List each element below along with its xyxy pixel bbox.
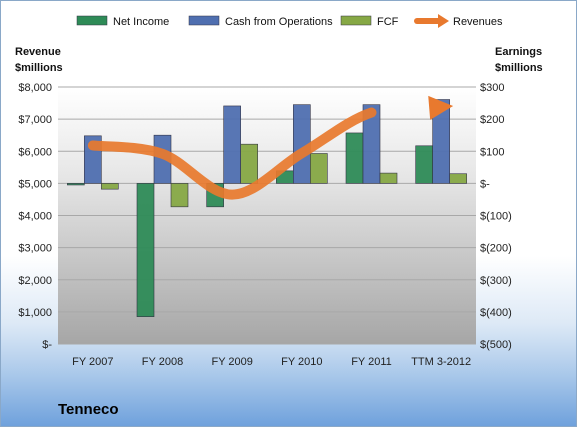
bar-net-income (136, 183, 155, 317)
bar-fcf (449, 173, 467, 184)
legend-swatch (340, 15, 372, 26)
x-tick-label: TTM 3-2012 (411, 356, 471, 368)
bar-cash-from-operations (362, 104, 381, 184)
right-tick-label: $200 (480, 114, 504, 126)
right-tick-label: $300 (480, 82, 504, 94)
legend-label: FCF (377, 16, 399, 28)
left-tick-label: $1,000 (18, 307, 52, 319)
left-tick-label: $7,000 (18, 114, 52, 126)
legend-label: Revenues (453, 16, 503, 28)
bar-fcf (170, 183, 189, 208)
right-tick-label: $- (480, 178, 490, 190)
right-tick-label: $100 (480, 146, 504, 158)
right-tick-label: $(100) (480, 211, 512, 223)
left-axis-title-1: Revenue (15, 46, 61, 58)
legend-label: Net Income (113, 16, 169, 28)
left-tick-label: $3,000 (18, 243, 52, 255)
left-tick-label: $8,000 (18, 82, 52, 94)
legend-label: Cash from Operations (225, 16, 333, 28)
right-tick-label: $(500) (480, 339, 512, 351)
bar-fcf (240, 143, 258, 184)
bar-net-income (67, 183, 85, 186)
bars (67, 99, 467, 317)
left-axis-title-2: $millions (15, 62, 63, 74)
tick-labels: $- $1,000 $2,000 $3,000 $4,000 $5,000 $6,000 $7… (18, 82, 511, 368)
bar-fcf (310, 153, 328, 184)
revenue-line (87, 95, 454, 200)
bar-cash-from-operations (432, 99, 450, 184)
company-name: Tenneco (58, 401, 119, 418)
left-tick-label: $- (42, 339, 52, 351)
left-tick-label: $4,000 (18, 211, 52, 223)
right-axis-title-1: Earnings (495, 46, 542, 58)
bar-net-income (415, 145, 433, 184)
bar-fcf (101, 183, 119, 190)
right-axis-title-2: $millions (495, 62, 543, 74)
legend: Net Income Cash from Operations FCF Revenue… (76, 14, 503, 28)
legend-swatch (76, 15, 108, 26)
x-tick-label: FY 2011 (351, 356, 392, 368)
x-tick-label: FY 2007 (72, 356, 113, 368)
bar-cash-from-operations (223, 105, 241, 184)
left-tick-label: $6,000 (18, 146, 52, 158)
revenue-line-arrowhead (428, 95, 454, 120)
bar-net-income (345, 132, 364, 184)
right-tick-label: $(300) (480, 275, 512, 287)
x-tick-label: FY 2009 (211, 356, 252, 368)
legend-swatch (188, 15, 220, 26)
x-tick-label: FY 2008 (142, 356, 183, 368)
legend-swatch-arrow (438, 14, 449, 28)
left-tick-label: $2,000 (18, 275, 52, 287)
x-tick-label: FY 2010 (281, 356, 322, 368)
right-tick-label: $(400) (480, 307, 512, 319)
bar-fcf (379, 172, 398, 184)
left-tick-label: $5,000 (18, 178, 52, 190)
revenue-line-path (87, 107, 377, 200)
right-tick-label: $(200) (480, 243, 512, 255)
